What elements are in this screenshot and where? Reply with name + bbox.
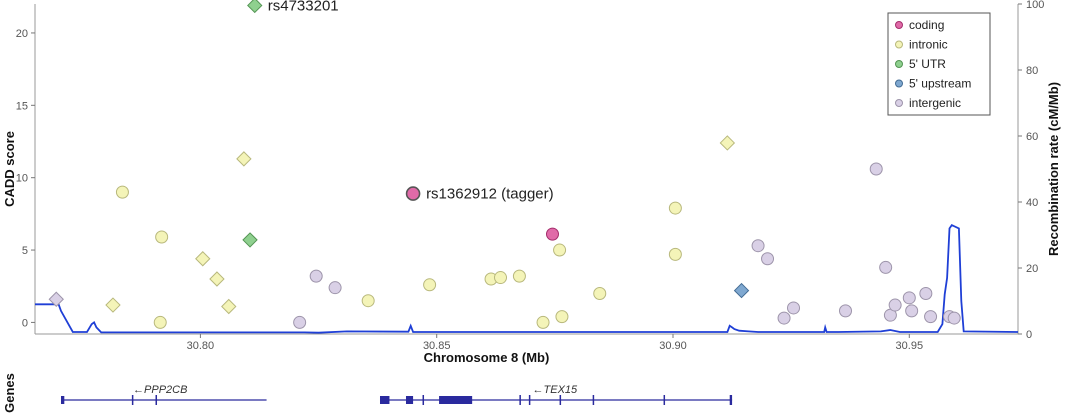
y2-tick-label: 20: [1026, 263, 1038, 275]
y2-axis-title: Recombination rate (cM/Mb): [1046, 82, 1061, 256]
recombination-rate-series: [35, 223, 1019, 334]
data-point-utr5-diamond: [247, 0, 263, 14]
data-point-upstream5-diamond: [733, 282, 750, 299]
data-point-intronic: [536, 315, 550, 329]
legend-label-coding: coding: [909, 18, 944, 32]
legend-marker-intronic: [895, 40, 903, 49]
gene-exon: [155, 395, 158, 405]
data-point-intronic: [668, 247, 682, 261]
legend-label-intergenic: intergenic: [909, 96, 961, 110]
data-point-utr5-diamond: [242, 232, 258, 248]
data-point-intronic: [155, 230, 169, 244]
gene-exon: [60, 396, 65, 404]
genes-track-title: Genes: [2, 373, 17, 413]
data-point-coding: [405, 186, 421, 201]
gene-exon: [559, 395, 562, 405]
plot-frame: [34, 4, 1019, 335]
data-point-intergenic: [787, 301, 801, 315]
data-point-intronic: [153, 315, 167, 329]
variant-label: rs4733201: [268, 0, 339, 14]
y2-tick-label: 0: [1026, 329, 1032, 341]
data-point-intronic: [553, 243, 567, 257]
gene-exon: [592, 395, 595, 405]
recombination-line: [35, 223, 1019, 334]
y2-tick-label: 80: [1026, 65, 1038, 77]
data-point-intergenic: [919, 286, 933, 300]
y2-tick-label: 40: [1026, 197, 1038, 209]
genes-track: Genes ←PPP2CB ←TEX15: [2, 373, 733, 413]
x-tick-label: 30.85: [423, 340, 451, 352]
variant-points: [48, 0, 961, 329]
data-point-intergenic: [777, 311, 791, 325]
data-point-intergenic: [879, 260, 893, 274]
variant-label: rs1362912 (tagger): [426, 186, 554, 203]
x-tick-label: 30.80: [187, 340, 215, 352]
gene-exon: [422, 395, 425, 405]
data-point-intronic-diamond: [719, 135, 736, 151]
gene-exon: [729, 395, 733, 405]
data-point-intergenic: [924, 310, 938, 324]
data-point-intronic-diamond: [221, 298, 237, 315]
data-point-intergenic: [902, 291, 916, 305]
legend-marker-utr5: [895, 60, 903, 68]
legend-label-utr5: 5' UTR: [909, 57, 946, 71]
data-point-intronic: [668, 201, 682, 215]
gene-label: ←PPP2CB: [133, 384, 187, 396]
data-point-intergenic: [905, 304, 919, 318]
data-point-intergenic: [309, 269, 323, 283]
legend-marker-upstream5: [895, 79, 903, 88]
y-tick-label: 10: [16, 173, 28, 185]
data-point-intergenic: [947, 311, 961, 325]
gene-exon: [663, 395, 666, 405]
legend-marker-intergenic: [895, 99, 903, 107]
legend-marker-coding: [895, 21, 903, 29]
data-point-intergenic: [839, 304, 853, 318]
legend-box: [887, 12, 991, 116]
data-point-intergenic: [328, 281, 342, 295]
y-tick-label: 15: [16, 100, 28, 112]
data-point-intergenic: [869, 162, 883, 176]
y2-tick-label: 60: [1026, 131, 1038, 143]
data-point-intronic-diamond: [195, 251, 211, 267]
data-point-intronic: [423, 278, 437, 292]
gene-label: ←TEX15: [533, 384, 579, 396]
y-tick-label: 20: [16, 28, 28, 40]
x-tick-label: 30.95: [896, 340, 924, 352]
data-point-intronic: [593, 286, 607, 300]
data-point-intronic: [555, 310, 569, 324]
data-point-intronic: [115, 185, 129, 199]
data-point-intergenic: [751, 239, 765, 253]
data-point-intronic: [512, 269, 526, 283]
axes: 0 5 10 15 20 0 20 40 60 80 100 30.80 30.85 30.90 30.95…: [2, 0, 1061, 365]
y-tick-label: 0: [22, 317, 28, 329]
gene-exon: [528, 395, 531, 405]
data-point-intronic-diamond: [209, 271, 225, 287]
data-point-intronic-diamond: [105, 297, 121, 313]
data-point-intergenic: [761, 252, 775, 266]
data-point-intergenic: [888, 298, 902, 312]
variant-annotations: rs4733201 rs1362912 (tagger): [268, 0, 554, 203]
data-point-intronic: [494, 271, 508, 285]
legend-label-intronic: intronic: [909, 38, 948, 52]
data-point-intergenic: [293, 315, 307, 329]
data-point-intronic: [361, 294, 375, 308]
gene-exon: [519, 395, 521, 405]
x-axis-title: Chromosome 8 (Mb): [424, 350, 550, 365]
y2-tick-label: 100: [1026, 0, 1044, 11]
gene-exon: [405, 396, 414, 404]
legend-label-upstream5: 5' upstream: [909, 77, 971, 91]
gene: ←TEX15: [379, 384, 733, 405]
y-axis-title: CADD score: [2, 131, 17, 207]
gene-exon: [379, 396, 390, 404]
legend: coding intronic 5' UTR 5' upstream intergeni…: [887, 12, 991, 116]
data-point-intronic-diamond: [236, 151, 252, 167]
gene: ←PPP2CB: [60, 384, 267, 405]
y-tick-label: 5: [22, 245, 28, 257]
data-point-coding: [545, 227, 559, 241]
x-tick-label: 30.90: [659, 340, 687, 352]
data-point-intergenic-diamond: [48, 291, 64, 307]
gene-exon: [131, 395, 134, 405]
gene-exon: [439, 396, 473, 404]
